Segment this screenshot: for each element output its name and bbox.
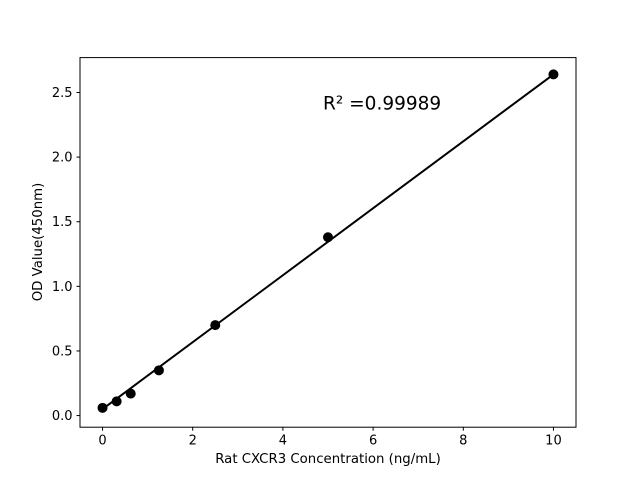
y-axis-label: OD Value(450nm) <box>31 183 46 302</box>
data-point <box>97 402 108 413</box>
data-point <box>153 365 164 376</box>
x-tick-label: 10 <box>545 434 562 449</box>
data-point <box>111 396 122 407</box>
x-tick-label: 6 <box>369 434 377 449</box>
y-tick-label: 2.0 <box>52 151 73 166</box>
y-axis-ticks: 0.0 0.5 1.0 1.5 2.0 2.5 <box>52 86 80 424</box>
y-tick-label: 0.5 <box>52 344 73 359</box>
y-tick-label: 1.0 <box>52 280 73 295</box>
y-tick-label: 2.5 <box>52 86 73 101</box>
x-axis-label: Rat CXCR3 Concentration (ng/mL) <box>215 452 441 467</box>
data-point <box>548 69 559 80</box>
x-tick-label: 4 <box>279 434 287 449</box>
data-point <box>210 320 221 331</box>
y-tick-label: 1.5 <box>52 215 73 230</box>
data-point <box>323 232 333 243</box>
data-series <box>97 69 559 413</box>
x-axis-ticks: 0 2 4 6 8 10 <box>98 427 562 449</box>
x-tick-label: 0 <box>98 434 106 449</box>
data-point <box>125 388 136 399</box>
r-squared-annotation: R² =0.99989 <box>323 93 441 114</box>
y-tick-label: 0.0 <box>52 409 73 424</box>
plot-area-border <box>79 57 577 428</box>
x-tick-label: 2 <box>189 434 197 449</box>
x-tick-label: 8 <box>459 434 467 449</box>
